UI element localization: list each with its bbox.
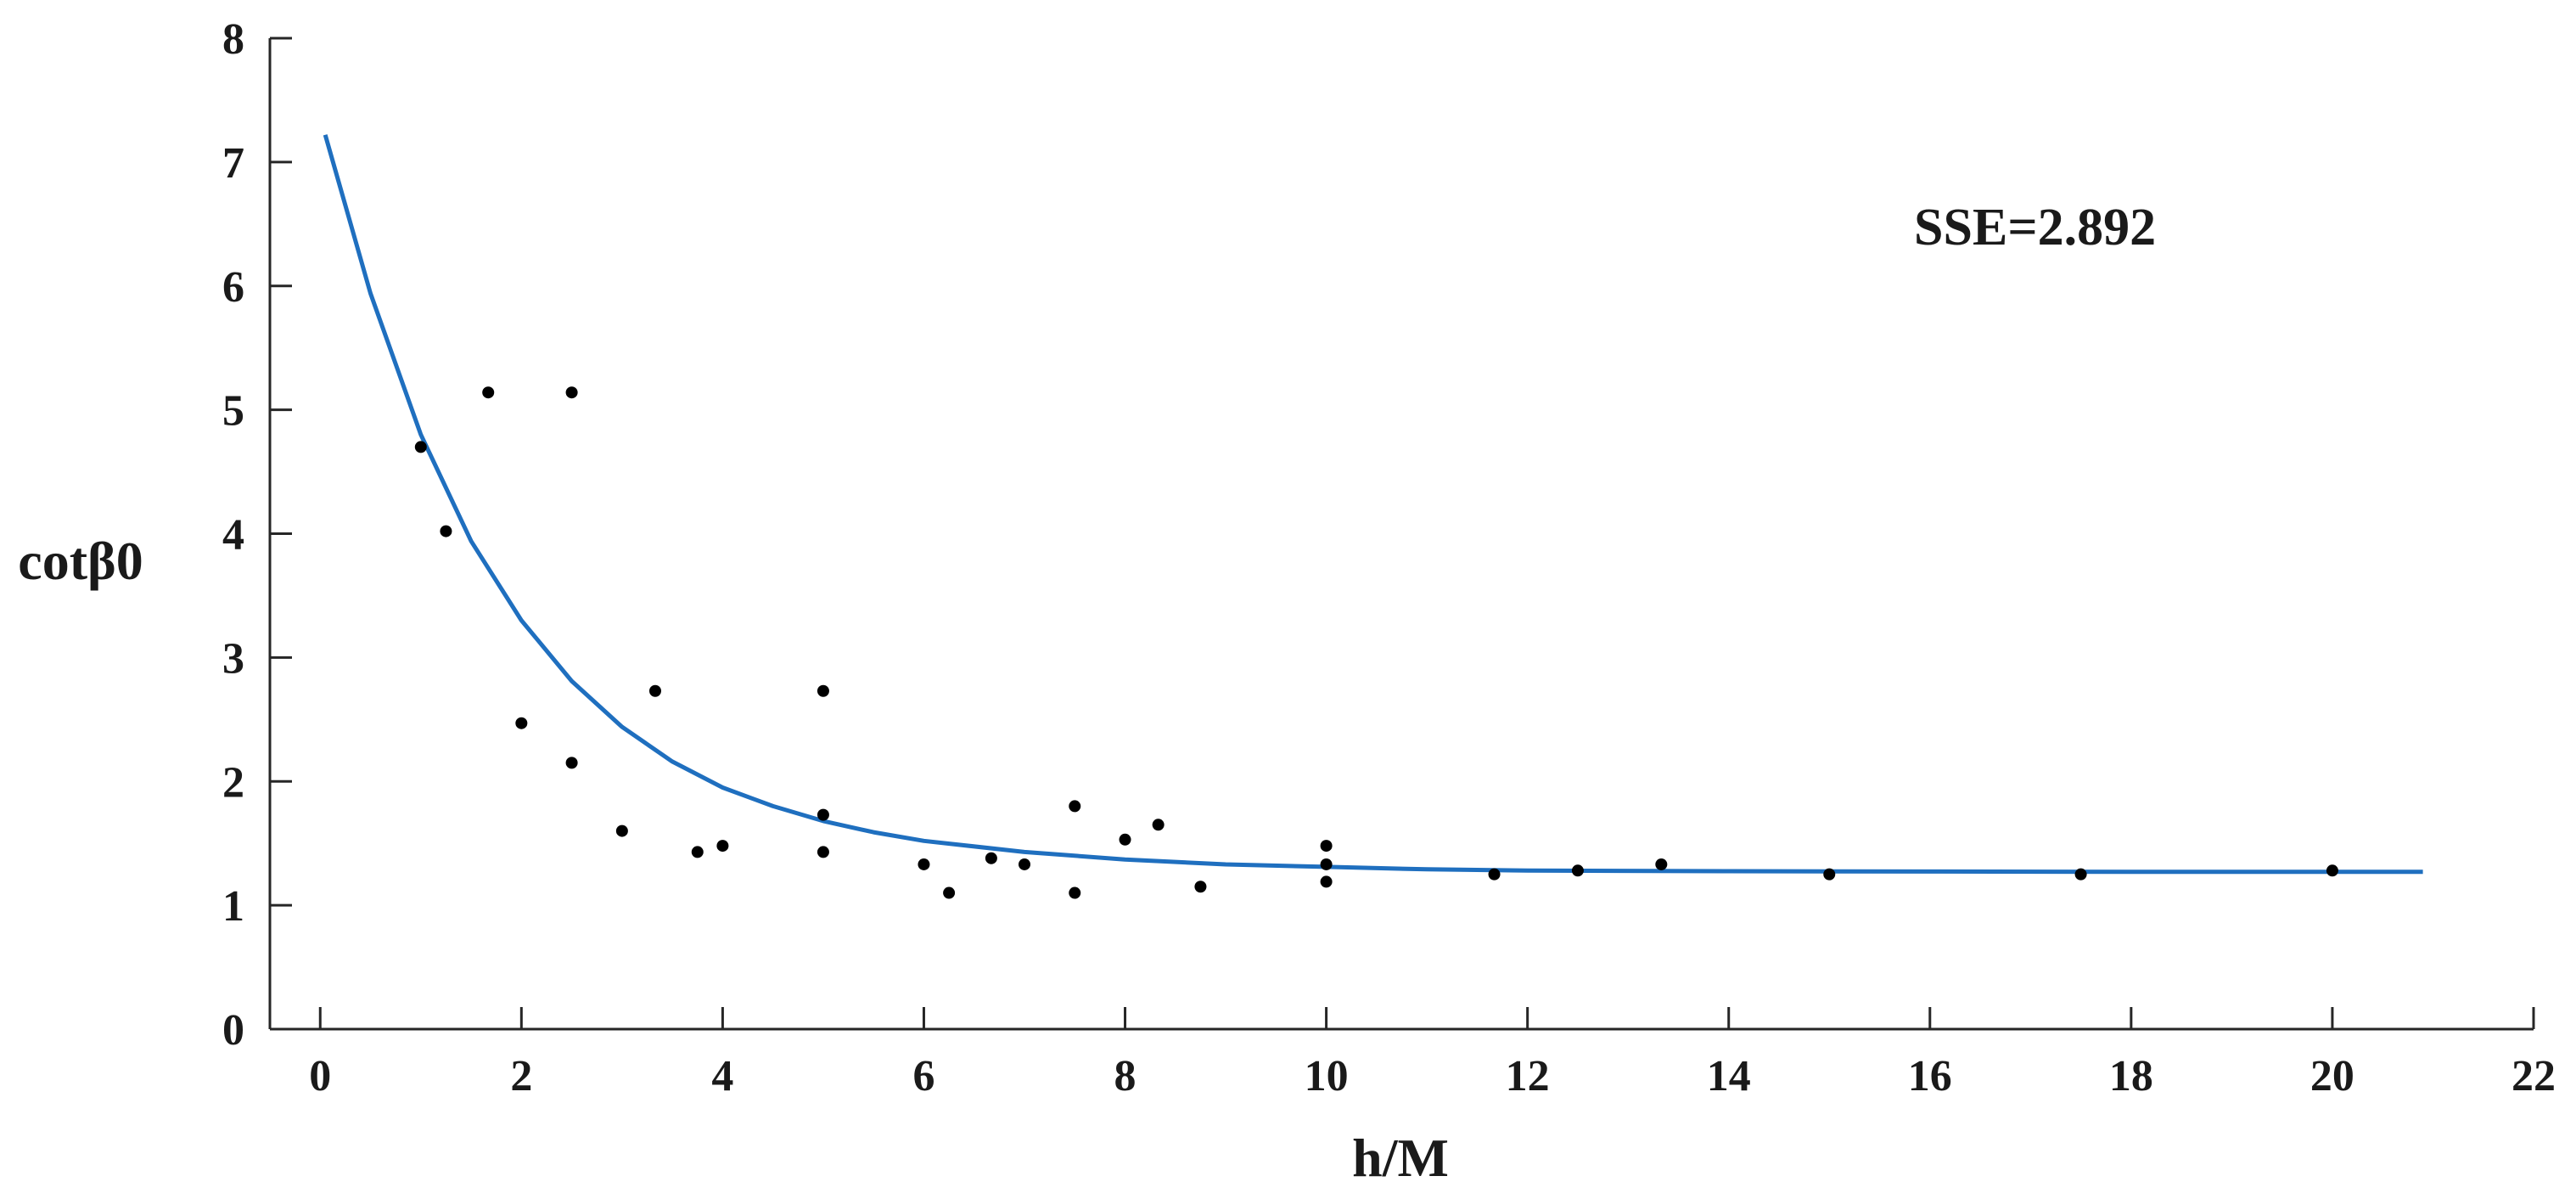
data-point xyxy=(1655,858,1668,870)
data-point xyxy=(515,717,528,729)
data-point xyxy=(1488,868,1501,881)
x-tick-label: 2 xyxy=(510,1052,532,1100)
x-tick-label: 12 xyxy=(1506,1052,1550,1100)
fit-curve-line xyxy=(323,134,2423,875)
y-axis-label: cotβ0 xyxy=(18,531,143,591)
scatter-points-layer xyxy=(414,386,2338,899)
y-tick-label: 0 xyxy=(222,1006,244,1055)
data-point xyxy=(985,852,997,864)
y-tick-label: 2 xyxy=(222,758,244,807)
fit-curve-layer xyxy=(323,134,2423,875)
y-tick-label: 5 xyxy=(222,387,244,436)
axes xyxy=(268,38,2534,1031)
data-point xyxy=(691,846,704,858)
data-point xyxy=(482,386,495,399)
sse-annotation: SSE=2.892 xyxy=(1914,199,2156,256)
x-tick-label: 16 xyxy=(1908,1052,1952,1100)
data-point xyxy=(440,525,452,537)
y-tick-label: 6 xyxy=(222,263,244,312)
x-tick-label: 14 xyxy=(1707,1052,1751,1100)
data-point xyxy=(1194,881,1207,893)
x-tick-label: 10 xyxy=(1305,1052,1349,1100)
x-tick-label: 18 xyxy=(2109,1052,2153,1100)
data-point xyxy=(1069,886,1081,899)
x-tick-label: 22 xyxy=(2511,1052,2556,1100)
data-point xyxy=(1152,819,1165,831)
x-tick-label: 6 xyxy=(912,1052,934,1100)
data-point xyxy=(2326,864,2338,877)
data-point xyxy=(1069,800,1081,813)
data-point xyxy=(817,808,829,821)
data-point xyxy=(565,757,578,769)
data-point xyxy=(1119,833,1131,846)
x-tick-label: 4 xyxy=(711,1052,733,1100)
y-axis-ticks: 0 1 2 3 4 5 6 7 8 xyxy=(222,15,292,1055)
data-point xyxy=(2074,868,2087,881)
data-point xyxy=(565,386,578,399)
data-point xyxy=(918,858,930,870)
x-axis-label: h/M xyxy=(1352,1128,1449,1188)
y-tick-label: 8 xyxy=(222,15,244,64)
y-tick-label: 1 xyxy=(222,882,244,931)
data-point xyxy=(1320,858,1333,870)
y-tick-label: 7 xyxy=(222,139,244,188)
x-axis-ticks: 0 2 4 6 8 10 12 14 16 18 20 22 xyxy=(309,1007,2556,1100)
data-point xyxy=(1320,875,1333,888)
data-point xyxy=(943,886,956,899)
data-point xyxy=(1320,840,1333,853)
data-point xyxy=(1571,864,1584,877)
data-point xyxy=(1823,868,1836,881)
data-point xyxy=(1019,858,1030,870)
data-point xyxy=(648,684,661,697)
x-tick-label: 8 xyxy=(1114,1052,1136,1100)
x-tick-label: 20 xyxy=(2310,1052,2354,1100)
x-tick-label: 0 xyxy=(309,1052,331,1100)
data-point xyxy=(817,684,829,697)
y-tick-label: 4 xyxy=(222,511,244,560)
data-point xyxy=(817,846,829,858)
data-point xyxy=(716,840,729,853)
y-tick-label: 3 xyxy=(222,634,244,683)
data-point xyxy=(414,441,427,453)
data-point xyxy=(615,824,628,837)
